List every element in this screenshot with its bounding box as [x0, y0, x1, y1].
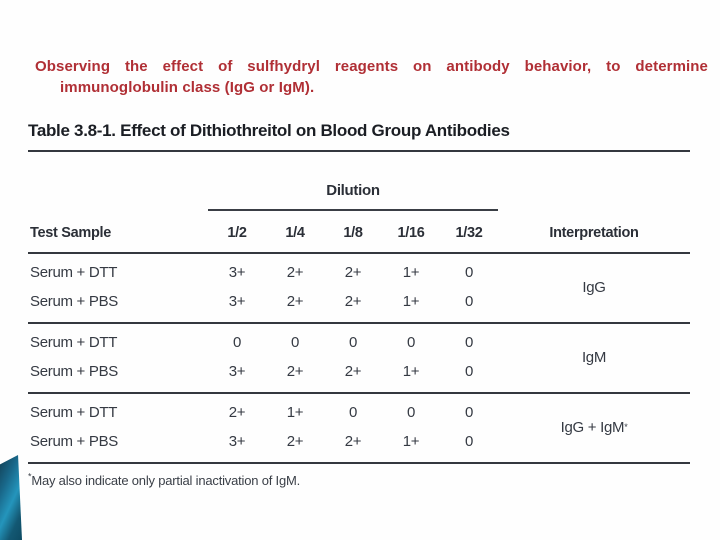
interpretation-cell-igg-igm: IgG + IgM *	[560, 418, 628, 436]
column-header-dilution-1-32: 1/32	[455, 225, 483, 241]
value-cell: 1+	[402, 264, 420, 281]
value-cell: 2+	[344, 433, 362, 450]
value-cell: 2+	[286, 293, 304, 310]
value-cell: 1+	[402, 433, 420, 450]
value-cell: 3+	[228, 433, 246, 450]
dilution-spanner-header: Dilution	[208, 182, 498, 211]
value-cell: 0	[464, 264, 474, 281]
value-cell: 2+	[228, 404, 246, 421]
value-cell: 0	[464, 433, 474, 450]
column-header-interpretation: Interpretation	[549, 225, 639, 241]
sample-cell: Serum + PBS	[30, 293, 118, 310]
sample-cell: Serum + PBS	[30, 363, 118, 380]
value-cell: 0	[290, 334, 300, 351]
value-cell: 2+	[344, 363, 362, 380]
value-cell: 3+	[228, 293, 246, 310]
sample-cell: Serum + PBS	[30, 433, 118, 450]
value-cell: 2+	[286, 433, 304, 450]
antibody-table: Table 3.8-1. Effect of Dithiothreitol on…	[28, 121, 690, 488]
value-cell: 0	[464, 404, 474, 421]
value-cell: 0	[464, 363, 474, 380]
value-cell: 0	[232, 334, 242, 351]
value-cell: 2+	[344, 293, 362, 310]
value-cell: 0	[406, 334, 416, 351]
value-cell: 0	[348, 404, 358, 421]
interpretation-cell-igm: IgM	[498, 328, 690, 386]
value-cell: 2+	[286, 264, 304, 281]
value-cell: 1+	[402, 293, 420, 310]
value-cell: 1+	[402, 363, 420, 380]
heading-line-1: Observing the effect of sulfhydryl reage…	[35, 58, 708, 75]
interpretation-text: IgG	[582, 278, 606, 296]
sample-cell: Serum + DTT	[30, 264, 118, 281]
table-footnote: *May also indicate only partial inactiva…	[28, 471, 690, 488]
footnote-marker: *	[28, 471, 32, 482]
table-group-igg: Serum + DTT 3+ 2+ 2+ 1+ 0 Serum + PBS 3+…	[28, 254, 690, 324]
value-cell: 0	[348, 334, 358, 351]
column-header-dilution-1-16: 1/16	[397, 225, 425, 241]
value-cell: 0	[464, 293, 474, 310]
heading-line-2: immunoglobulin class (IgG or IgM).	[60, 79, 315, 96]
sample-cell: Serum + DTT	[30, 334, 118, 351]
corner-wedge-decoration	[0, 455, 22, 540]
column-header-dilution-1-8: 1/8	[343, 225, 363, 241]
value-cell: 3+	[228, 264, 246, 281]
value-cell: 0	[464, 334, 474, 351]
value-cell: 2+	[344, 264, 362, 281]
value-cell: 1+	[286, 404, 304, 421]
column-header-dilution-1-4: 1/4	[285, 225, 305, 241]
value-cell: 0	[406, 404, 416, 421]
column-header-dilution-1-2: 1/2	[227, 225, 247, 241]
interpretation-text: IgG + IgM	[560, 418, 625, 436]
interpretation-text: IgM	[581, 348, 607, 366]
table-group-igm: Serum + DTT 0 0 0 0 0 Serum + PBS 3+ 2+ …	[28, 324, 690, 394]
table-group-igg-igm: Serum + DTT 2+ 1+ 0 0 0 Serum + PBS 3+ 2…	[28, 394, 690, 464]
interpretation-cell-igg: IgG	[498, 258, 690, 316]
table-title: Table 3.8-1. Effect of Dithiothreitol on…	[28, 121, 690, 152]
value-cell: 2+	[286, 363, 304, 380]
value-cell: 3+	[228, 363, 246, 380]
column-header-test-sample: Test Sample	[30, 225, 112, 241]
slide-heading: Observing the effect of sulfhydryl reage…	[35, 56, 708, 98]
footnote-text: May also indicate only partial inactivat…	[31, 473, 301, 488]
sample-cell: Serum + DTT	[30, 404, 118, 421]
table-header-row: Test Sample 1/2 1/4 1/8 1/16 1/32 Interp…	[28, 225, 690, 254]
